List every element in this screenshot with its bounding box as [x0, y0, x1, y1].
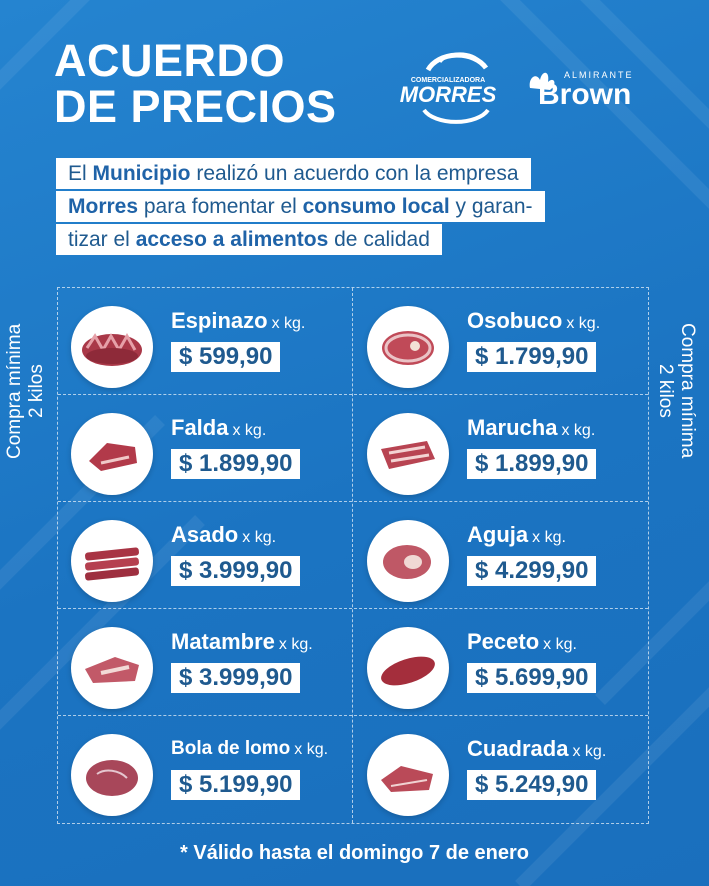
product-price: $ 5.699,90 [467, 663, 597, 693]
product-name: Asado x kg. [171, 522, 277, 547]
espinazo-image [71, 306, 153, 388]
morres-logo-small-text: COMERCIALIZADORA [411, 77, 485, 84]
osobuco-image [367, 306, 449, 388]
product-name: Aguja x kg. [467, 522, 566, 547]
minimum-purchase-note-right: Compra mínima 2 kilos [655, 323, 698, 459]
product-card-asado: Asado x kg. $ 3.999,90 [58, 502, 354, 609]
asado-image [71, 520, 153, 602]
product-card-espinazo: Espinazo x kg. $ 599,90 [58, 288, 354, 395]
validity-note: * Válido hasta el domingo 7 de enero [180, 842, 529, 864]
product-name: Bola de lomo x kg. [171, 738, 329, 759]
product-name: Falda x kg. [171, 415, 267, 440]
bola-de-lomo-image [71, 734, 153, 816]
product-name: Osobuco x kg. [467, 308, 601, 333]
grid-divider [352, 288, 353, 823]
product-price: $ 3.999,90 [171, 556, 301, 586]
marucha-image [367, 413, 449, 495]
product-name: Espinazo x kg. [171, 308, 306, 333]
cuadrada-image [367, 734, 449, 816]
product-card-peceto: Peceto x kg. $ 5.699,90 [354, 609, 650, 716]
product-price: $ 1.799,90 [467, 342, 597, 372]
product-card-bola-de-lomo: Bola de lomo x kg. $ 5.199,90 [58, 716, 354, 823]
product-price: $ 4.299,90 [467, 556, 597, 586]
product-card-marucha: Marucha x kg. $ 1.899,90 [354, 395, 650, 502]
grid-divider [58, 608, 648, 609]
morres-logo: COMERCIALIZADORA MORRES [400, 52, 497, 124]
product-card-aguja: Aguja x kg. $ 4.299,90 [354, 502, 650, 609]
product-price: $ 1.899,90 [171, 449, 301, 479]
product-name: Marucha x kg. [467, 415, 596, 440]
title-line-1: ACUERDO [54, 35, 286, 86]
product-grid: Espinazo x kg. $ 599,90 Osobuco x kg. $ 1.… [57, 287, 649, 824]
fleur-icon [529, 72, 555, 90]
product-price: $ 5.249,90 [467, 770, 597, 800]
peceto-image [367, 627, 449, 709]
product-price: $ 5.199,90 [171, 770, 301, 800]
product-price: $ 599,90 [171, 342, 281, 372]
morres-logo-name: MORRES [400, 82, 497, 107]
product-card-matambre: Matambre x kg. $ 3.999,90 [58, 609, 354, 716]
product-price: $ 3.999,90 [171, 663, 301, 693]
title-line-2: DE PRECIOS [54, 81, 337, 132]
brown-logo-name: Brown [538, 78, 631, 108]
product-card-cuadrada: Cuadrada x kg. $ 5.249,90 [354, 716, 650, 823]
grid-divider [58, 715, 648, 716]
product-name: Matambre x kg. [171, 629, 313, 654]
product-price: $ 1.899,90 [467, 449, 597, 479]
minimum-purchase-note-left: Compra mínima 2 kilos [4, 323, 47, 459]
intro-line-1: El Municipio realizó un acuerdo con la e… [56, 158, 531, 189]
intro-line-2: Morres para fomentar el consumo local y … [56, 191, 545, 222]
grid-divider [58, 394, 648, 395]
brown-logo-small-text: ALMIRANTE [564, 70, 634, 80]
product-name: Peceto x kg. [467, 629, 577, 654]
matambre-image [71, 627, 153, 709]
aguja-image [367, 520, 449, 602]
almirante-brown-logo: ALMIRANTE Brown [529, 70, 634, 108]
product-card-osobuco: Osobuco x kg. $ 1.799,90 [354, 288, 650, 395]
page-title: ACUERDO DE PRECIOS [54, 38, 337, 130]
intro-text: El Municipio realizó un acuerdo con la e… [56, 158, 545, 257]
grid-divider [58, 501, 648, 502]
product-name: Cuadrada x kg. [467, 736, 607, 761]
falda-image [71, 413, 153, 495]
intro-line-3: tizar el acceso a alimentos de calidad [56, 224, 442, 255]
product-card-falda: Falda x kg. $ 1.899,90 [58, 395, 354, 502]
